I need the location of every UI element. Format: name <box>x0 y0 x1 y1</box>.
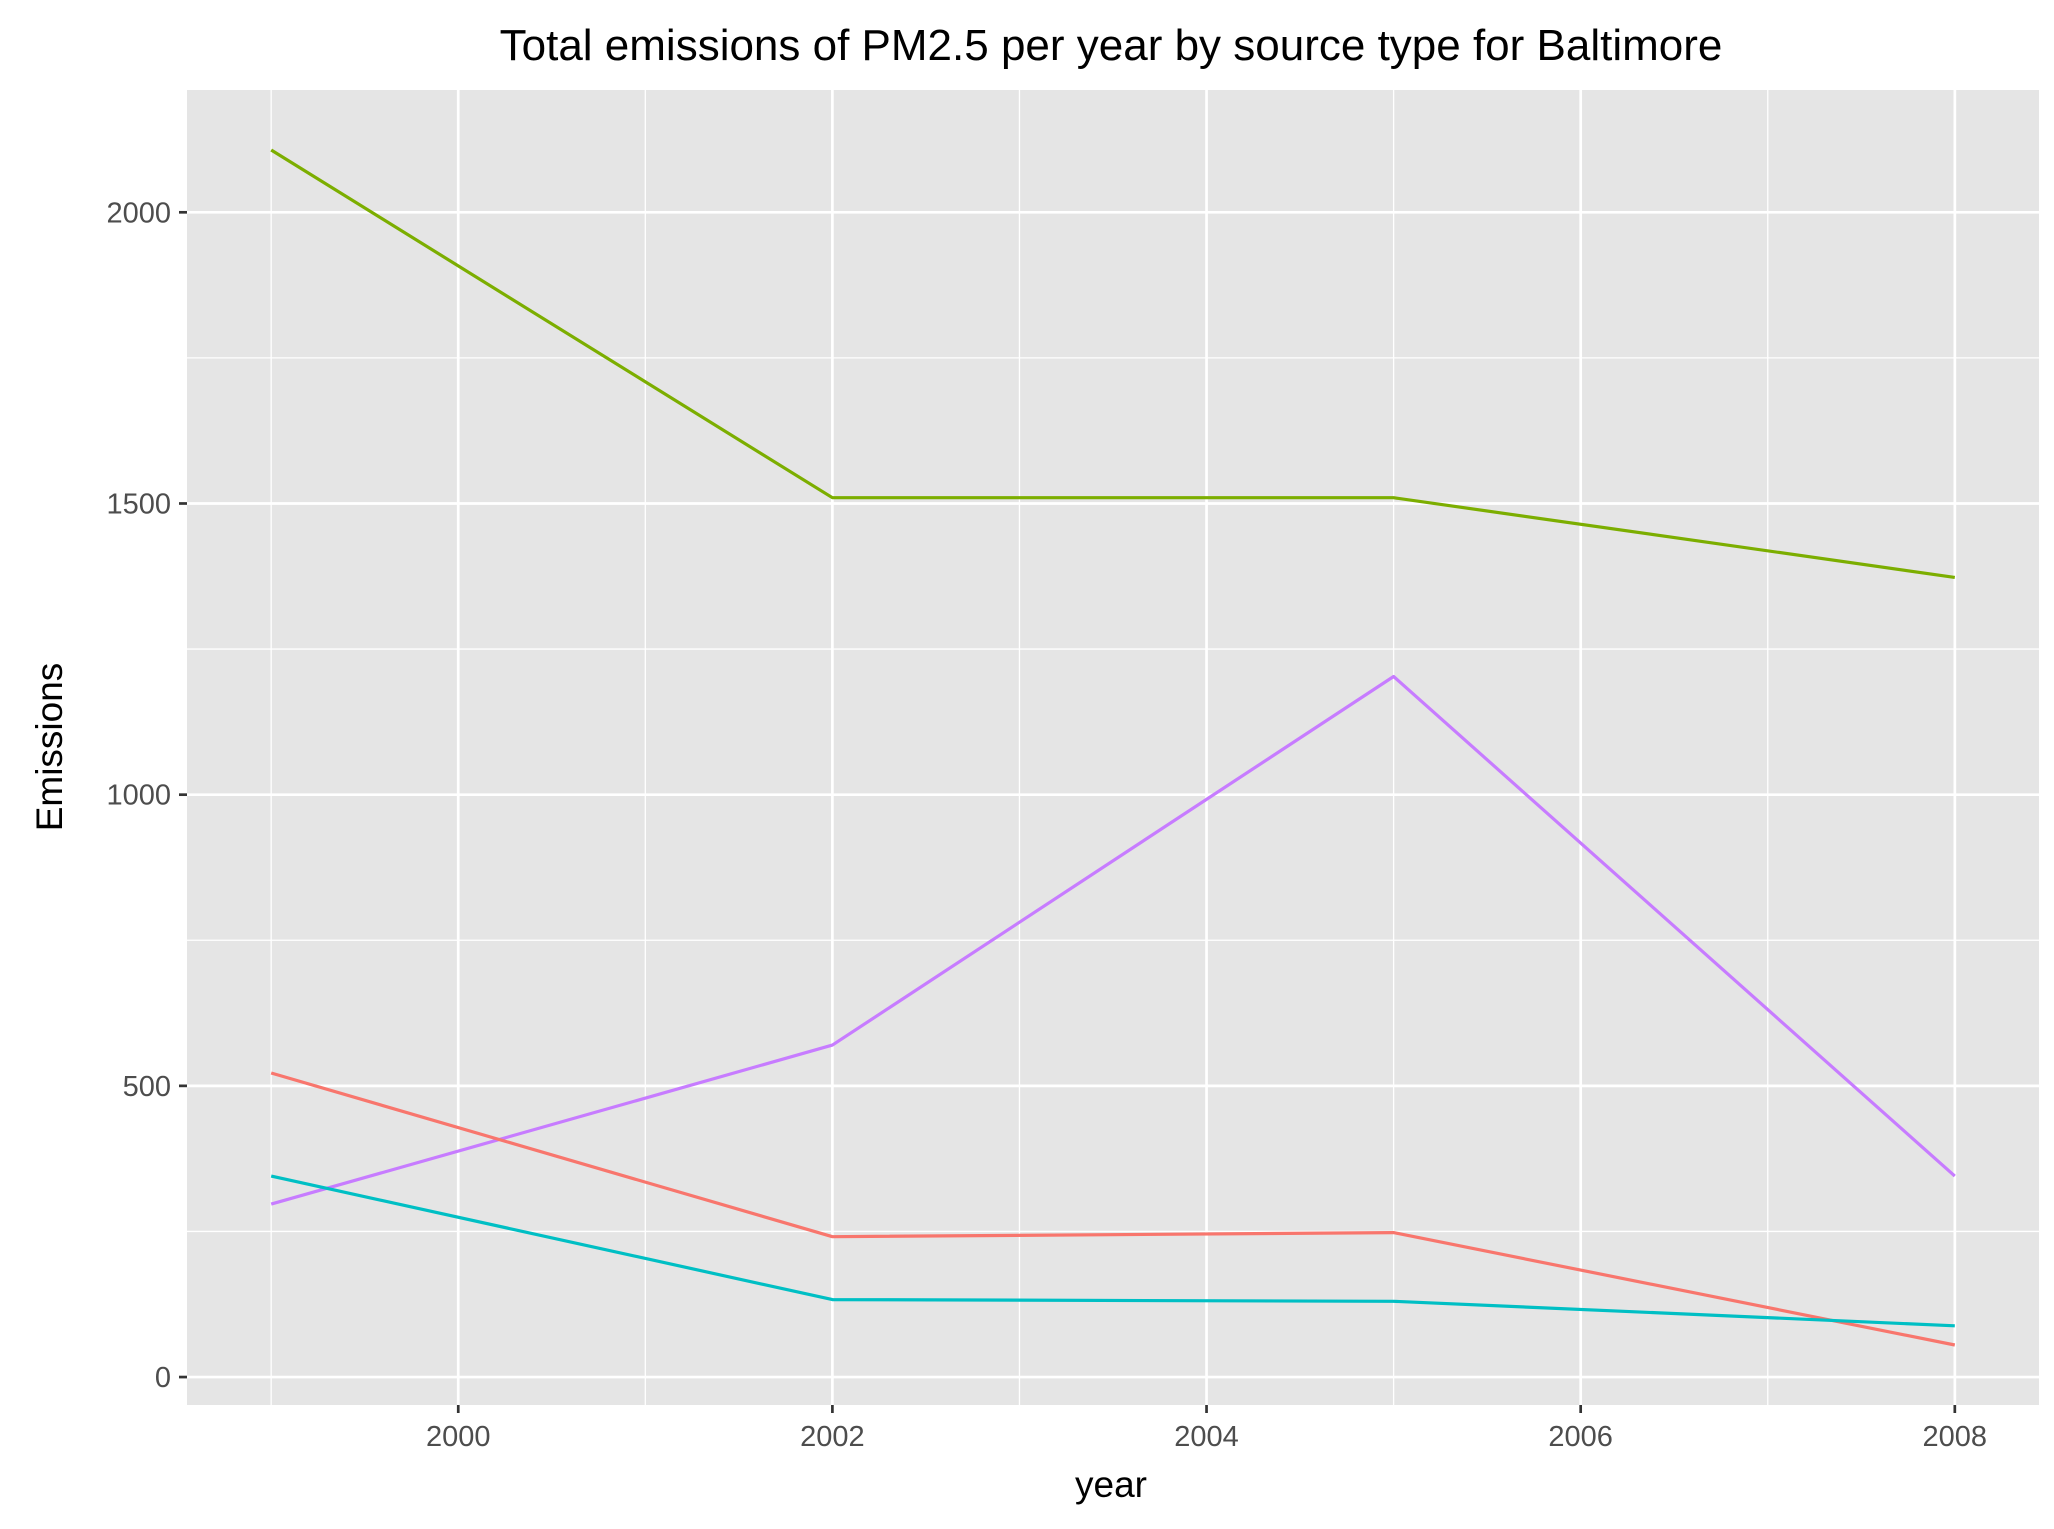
major-gridlines <box>187 90 2039 1405</box>
x-tick-label: 2008 <box>1923 1421 1988 1453</box>
x-axis-title: year <box>1075 1464 1147 1505</box>
chart-title: Total emissions of PM2.5 per year by sou… <box>500 21 1723 70</box>
y-tick-label: 1000 <box>106 780 171 812</box>
plot-panel <box>187 90 2039 1405</box>
series-line-4 <box>270 1174 1955 1328</box>
x-axis-ticks: 2000 2002 2004 2006 2008 <box>426 1405 1987 1453</box>
y-axis-ticks: 0 500 1000 1500 2000 <box>106 197 187 1394</box>
series-lines <box>270 148 1956 1347</box>
y-tick-label: 0 <box>155 1362 171 1394</box>
series-line-1 <box>270 148 1956 579</box>
y-tick-label: 1500 <box>106 488 171 520</box>
series-line-3 <box>270 1071 1956 1347</box>
x-tick-label: 2000 <box>426 1421 491 1453</box>
x-tick-label: 2006 <box>1548 1421 1613 1453</box>
x-tick-label: 2004 <box>1174 1421 1239 1453</box>
y-axis-title: Emissions <box>29 663 70 832</box>
y-tick-label: 500 <box>123 1071 171 1103</box>
minor-gridlines <box>187 90 2039 1405</box>
y-tick-label: 2000 <box>106 197 171 229</box>
x-tick-label: 2002 <box>800 1421 865 1453</box>
series-line-2 <box>270 674 1956 1206</box>
